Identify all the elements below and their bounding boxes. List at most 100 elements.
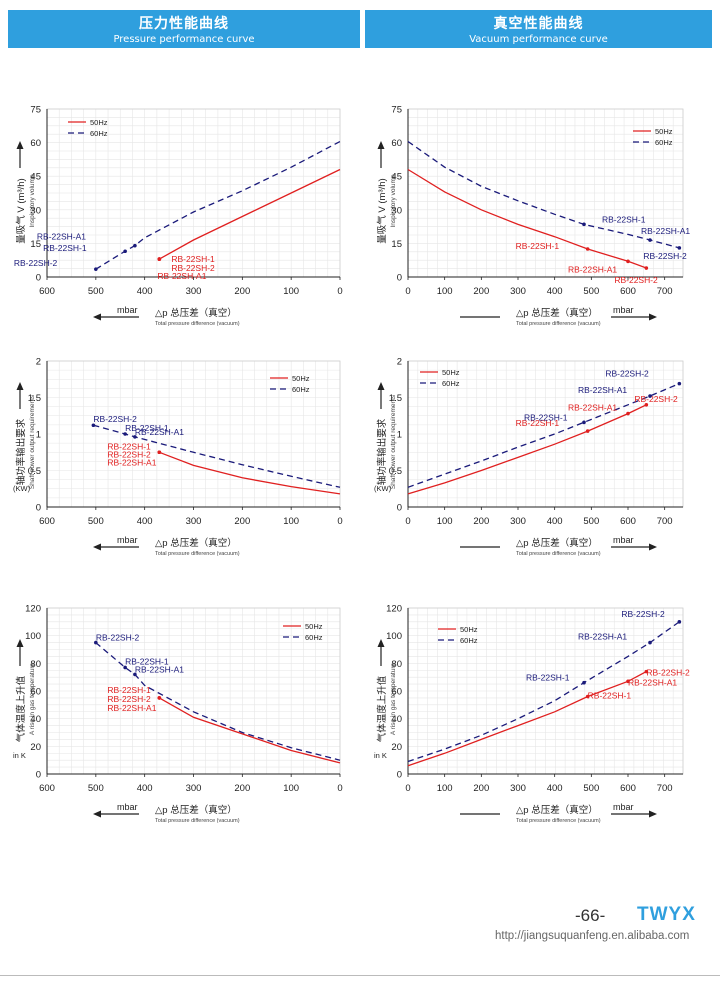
y-tick-label: 60 <box>30 138 41 149</box>
y-axis-label-en: Inspiratory volume <box>390 174 397 227</box>
x-tick-label: 200 <box>473 783 489 794</box>
data-point-marker <box>91 423 96 428</box>
model-label: RB-22SH-2 <box>621 609 665 619</box>
x-tick-label: 300 <box>510 516 526 527</box>
y-tick-label: 75 <box>30 105 41 116</box>
model-label: RB-22SH-A1 <box>135 427 184 437</box>
x-tick-label: 500 <box>88 286 104 297</box>
data-point-marker <box>123 249 127 254</box>
x-axis-label-zh: △p 总压差（真空） <box>155 804 237 816</box>
y-axis-label-zh: 量吸气 V (m³/h) <box>15 178 27 243</box>
x-tick-label: 100 <box>283 516 299 527</box>
header-title-zh: 压力性能曲线 <box>139 16 229 32</box>
x-tick-label: 400 <box>547 783 563 794</box>
arrow-up-icon <box>16 382 24 390</box>
page-number: -66- <box>575 906 606 925</box>
x-axis-label-en: Total pressure difference (vacuum) <box>155 551 240 557</box>
model-label: RB-22SH-2 <box>96 633 140 643</box>
x-tick-label: 500 <box>88 783 104 794</box>
x-tick-label: 400 <box>137 783 153 794</box>
model-label: RB-22SH-1 <box>171 254 215 264</box>
y-tick-label: 30 <box>391 205 402 216</box>
model-label: RB-22SH-A1 <box>578 632 627 642</box>
x-tick-label: 700 <box>657 783 673 794</box>
x-axis-label-en: Total pressure difference (vacuum) <box>516 818 601 824</box>
x-tick-label: 200 <box>234 516 250 527</box>
model-label: RB-22SH-1 <box>125 423 169 433</box>
data-point-marker <box>582 680 586 685</box>
legend-label-60hz: 60Hz <box>292 385 310 394</box>
model-label: RB-22SH-2 <box>107 449 151 459</box>
y-tick-label: 80 <box>30 659 41 670</box>
y-tick-label: 1 <box>397 430 402 441</box>
y-axis-unit: in K <box>374 751 387 760</box>
y-tick-label: 20 <box>391 742 402 753</box>
x-axis-label-en: Total pressure difference (vacuum) <box>155 818 240 824</box>
y-tick-label: 0 <box>397 503 402 514</box>
x-tick-label: 200 <box>234 783 250 794</box>
data-point-marker <box>123 665 127 670</box>
model-label: RB-22SH-A1 <box>578 385 627 395</box>
x-axis-label-en: Total pressure difference (vacuum) <box>516 551 601 557</box>
y-tick-label: 60 <box>391 687 402 698</box>
x-tick-label: 500 <box>583 783 599 794</box>
model-label: RB-22SH-1 <box>125 656 169 666</box>
x-axis-unit: mbar <box>613 802 634 812</box>
y-tick-label: 80 <box>391 659 402 670</box>
data-point-marker <box>123 432 127 436</box>
series-line-hz60 <box>95 642 341 761</box>
data-point-marker <box>648 394 652 398</box>
data-point-marker <box>94 640 98 645</box>
y-tick-label: 20 <box>30 742 41 753</box>
x-tick-label: 200 <box>473 286 489 297</box>
header-title-en: Vacuum performance curve <box>469 34 608 45</box>
x-axis-unit: mbar <box>117 535 138 545</box>
y-tick-label: 0 <box>397 273 402 284</box>
x-tick-label: 300 <box>186 286 202 297</box>
x-tick-label: 700 <box>657 286 673 297</box>
x-tick-label: 300 <box>510 783 526 794</box>
model-label: RB-22SH-A1 <box>641 226 690 236</box>
y-tick-label: 0.5 <box>28 466 41 477</box>
x-tick-label: 0 <box>337 783 342 794</box>
y-tick-label: 45 <box>30 172 41 183</box>
y-axis-label-zh: 气体温度上升值 <box>376 675 388 742</box>
x-axis-label-zh: △p 总压差（真空） <box>516 537 598 549</box>
data-point-marker <box>644 403 649 407</box>
data-point-marker <box>626 259 630 264</box>
data-point-marker <box>644 266 649 270</box>
model-label: RB-22SH-2 <box>605 369 649 379</box>
x-axis-label-en: Total pressure difference (vacuum) <box>155 321 240 327</box>
data-point-marker <box>157 257 162 261</box>
model-label: RB-22SH-2 <box>634 394 678 404</box>
x-tick-label: 600 <box>39 516 55 527</box>
x-tick-label: 0 <box>405 783 410 794</box>
x-axis-unit: mbar <box>117 802 138 812</box>
y-tick-label: 2 <box>397 357 402 368</box>
series-line-hz60 <box>407 383 680 488</box>
footer-url: http://jiangsuquanfeng.en.alibaba.com <box>495 930 690 942</box>
y-tick-label: 2 <box>36 357 41 368</box>
data-point-marker <box>585 429 590 433</box>
pressure-curve-header: 压力性能曲线 Pressure performance curve <box>8 10 360 48</box>
data-point-marker <box>626 679 630 684</box>
y-tick-label: 100 <box>25 631 41 642</box>
data-point-marker <box>677 381 682 386</box>
model-label: RB-22SH-2 <box>614 275 658 285</box>
series-line-hz50 <box>158 168 341 260</box>
x-tick-label: 100 <box>437 783 453 794</box>
x-axis-label-en: Total pressure difference (vacuum) <box>516 321 601 327</box>
y-tick-label: 60 <box>30 687 41 698</box>
x-tick-label: 400 <box>137 516 153 527</box>
y-tick-label: 100 <box>386 631 402 642</box>
legend-label-50hz: 50Hz <box>90 118 108 127</box>
arrow-right-icon <box>649 543 657 551</box>
y-axis-label-en: Shaft power output requirements <box>29 394 36 489</box>
y-tick-label: 40 <box>391 714 402 725</box>
x-tick-label: 500 <box>88 516 104 527</box>
chart-vacuum-temp: 0 100 200 300 400 500 600 700 0 20 40 60 80 100 120 RB-… <box>374 604 690 825</box>
y-axis-unit: (KW) <box>13 484 31 493</box>
chart-pressure-power: 600 500 400 300 200 100 000.511.52RB-22SH-1RB-… <box>13 357 343 558</box>
brand-logo: TWYX <box>637 904 696 925</box>
arrow-up-icon <box>377 639 385 647</box>
